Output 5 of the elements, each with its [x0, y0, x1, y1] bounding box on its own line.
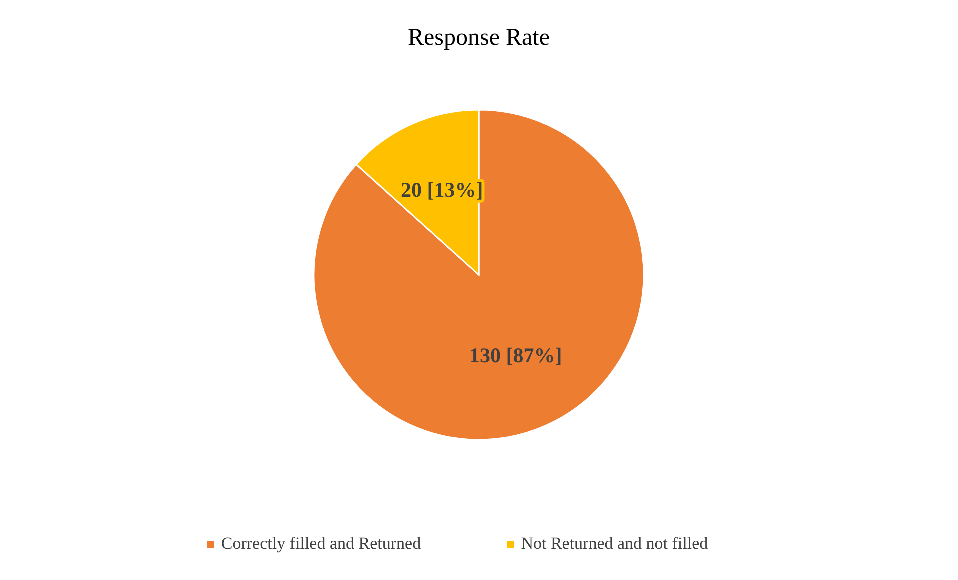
legend-label: Not Returned and not filled	[521, 534, 709, 553]
chart-title: Response Rate	[408, 25, 550, 51]
pie-slice	[313, 109, 645, 441]
data-label: 130 [87%]	[470, 344, 562, 368]
legend-label: Correctly filled and Returned	[221, 534, 422, 553]
